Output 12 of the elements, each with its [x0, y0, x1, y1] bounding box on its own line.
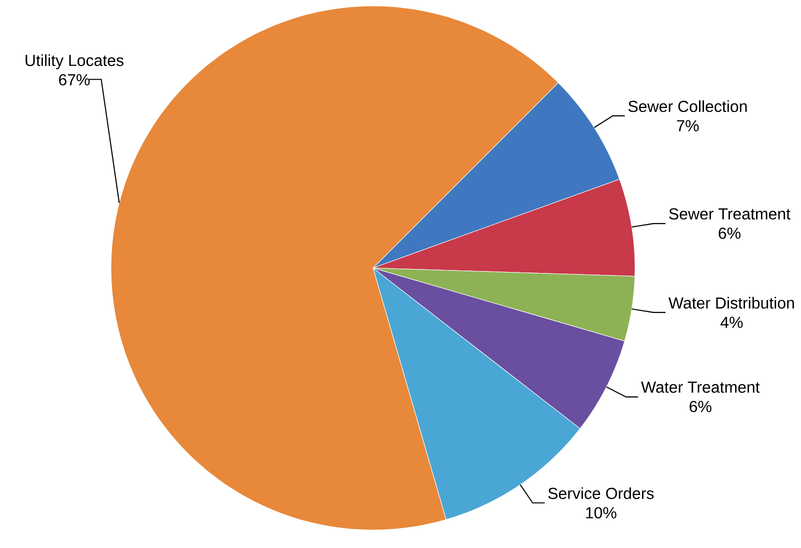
slice-label: Water Distribution — [668, 296, 794, 309]
data-label: 6% — [690, 400, 712, 412]
data-label: 7% — [677, 120, 699, 132]
data-label: 4% — [720, 316, 743, 328]
slice-label: Utility Locates — [26, 54, 124, 70]
data-label: 67% — [59, 74, 90, 86]
data-label: 6% — [718, 228, 740, 239]
slice-label: Sewer Treatment — [669, 208, 790, 220]
slice-label: Service Orders — [548, 487, 654, 500]
slice-label: Water Treatment — [641, 382, 760, 393]
slice-label: Sewer Collection — [628, 100, 747, 112]
data-label: 10% — [586, 507, 616, 518]
